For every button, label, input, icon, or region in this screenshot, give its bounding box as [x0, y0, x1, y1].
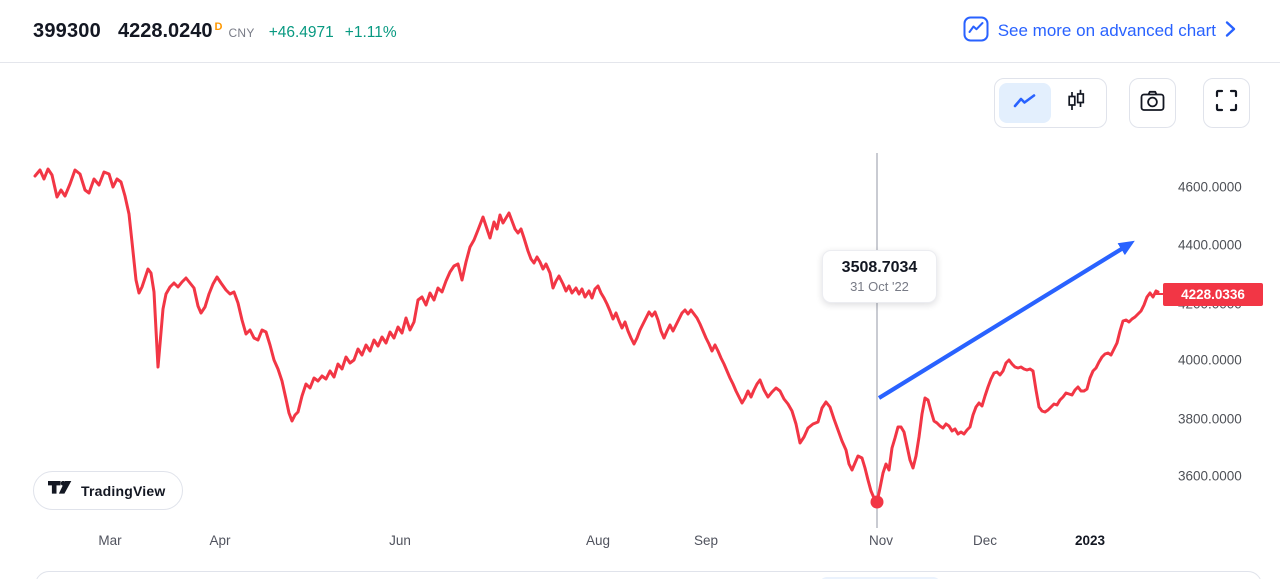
- price-badge-tick: [1154, 293, 1163, 295]
- y-axis-label: 3600.0000: [1178, 469, 1242, 484]
- trend-arrow: [877, 240, 1135, 400]
- x-axis-label: Dec: [973, 533, 997, 548]
- symbol-info: 399300 4228.0240 D CNY +46.4971 +1.11%: [33, 20, 397, 43]
- tradingview-label: TradingView: [81, 482, 166, 499]
- symbol-ticker: 399300: [33, 19, 101, 42]
- chart-generated-content: 4600.00004400.00004200.00004000.00003800…: [33, 153, 1242, 548]
- last-price-badge: 4228.0336: [1163, 283, 1263, 306]
- x-axis-label: 2023: [1075, 533, 1106, 548]
- timeframe-sup: D: [214, 20, 223, 33]
- tooltip-date: 31 Oct '22: [850, 279, 909, 294]
- camera-icon: [1140, 90, 1165, 117]
- tradingview-logo-icon: [48, 480, 73, 500]
- header: 399300 4228.0240 D CNY +46.4971 +1.11% S…: [0, 0, 1280, 63]
- y-axis-label: 4000.0000: [1178, 353, 1242, 368]
- change-percent: +1.11%: [344, 23, 397, 41]
- last-price: 4228.0240: [117, 19, 213, 42]
- chevron-right-icon: [1225, 20, 1236, 43]
- line-chart-icon: [1013, 93, 1036, 114]
- see-more-advanced-chart-link[interactable]: See more on advanced chart: [963, 16, 1236, 47]
- change-absolute: +46.4971: [268, 23, 334, 41]
- x-axis-label: Apr: [209, 533, 231, 548]
- y-axis-label: 4600.0000: [1178, 180, 1242, 195]
- fullscreen-button[interactable]: [1203, 78, 1250, 128]
- x-axis-label: Aug: [586, 533, 610, 548]
- range-selected-highlight[interactable]: [819, 577, 941, 579]
- date-range-bar: [35, 571, 1262, 579]
- currency-code: CNY: [228, 25, 255, 40]
- x-axis-label: Mar: [98, 533, 122, 548]
- candlestick-style-button[interactable]: [1051, 83, 1103, 123]
- tradingview-attribution[interactable]: TradingView: [33, 471, 184, 510]
- snapshot-button[interactable]: [1129, 78, 1176, 128]
- x-axis-label: Jun: [389, 533, 411, 548]
- x-axis-label: Nov: [869, 533, 893, 548]
- link-label: See more on advanced chart: [997, 21, 1216, 40]
- crosshair-marker-dot: [870, 495, 884, 509]
- price-line-series: [33, 167, 1160, 504]
- line-chart-style-button[interactable]: [999, 83, 1051, 123]
- candlestick-icon: [1066, 89, 1086, 118]
- crosshair-tooltip: 3508.7034 31 Oct '22: [822, 250, 937, 303]
- mini-chart-icon: [963, 16, 989, 47]
- y-axis-label: 3800.0000: [1178, 412, 1242, 427]
- x-axis-label: Sep: [694, 533, 718, 548]
- y-axis-label: 4400.0000: [1178, 238, 1242, 253]
- fullscreen-icon: [1215, 89, 1238, 117]
- chart-style-toggle: [994, 78, 1107, 128]
- tooltip-price: 3508.7034: [841, 259, 918, 276]
- last-price-badge-value: 4228.0336: [1181, 287, 1245, 302]
